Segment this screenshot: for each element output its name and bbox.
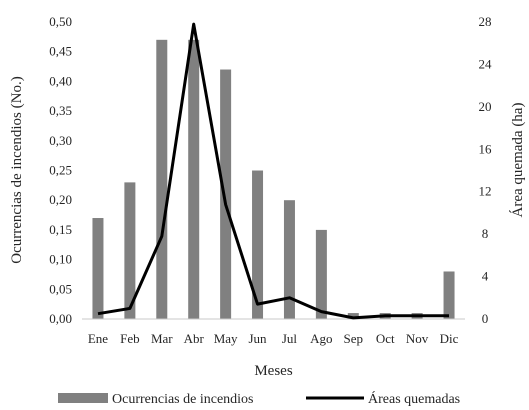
y2-axis-title: Área quemada (ha) xyxy=(509,103,526,218)
y-tick-label: 0,00 xyxy=(49,311,72,326)
left-axis-ticks: 0,00 0,05 0,10 0,15 0,20 0,25 0,30 0,35 0,40 0,45… xyxy=(49,14,72,326)
bar xyxy=(443,271,455,319)
y-tick-label: 0,30 xyxy=(49,133,72,148)
x-tick-label: Abr xyxy=(184,331,205,346)
bar xyxy=(315,229,327,319)
bar xyxy=(347,313,359,319)
bar xyxy=(92,218,104,319)
x-tick-label: Oct xyxy=(376,331,395,346)
y-axis-title: Ocurrencias de incendios (No.) xyxy=(9,76,25,263)
x-tick-label: Jul xyxy=(282,331,298,346)
legend-label-line: Áreas quemadas xyxy=(368,390,460,407)
x-tick-label: May xyxy=(214,331,238,346)
bar xyxy=(188,39,200,319)
x-tick-label: Jun xyxy=(249,331,268,346)
y-tick-label: 0,15 xyxy=(49,222,72,237)
y2-tick-label: 28 xyxy=(479,14,492,29)
bar xyxy=(220,69,232,320)
legend-label-bar: Ocurrencias de incendios xyxy=(112,392,254,407)
bar xyxy=(156,39,168,319)
x-tick-label: Mar xyxy=(151,331,173,346)
x-tick-label: Sep xyxy=(344,331,364,346)
y-tick-label: 0,35 xyxy=(49,103,72,118)
bar xyxy=(252,170,264,319)
x-tick-label: Dic xyxy=(440,331,459,346)
y-tick-label: 0,40 xyxy=(49,73,72,88)
x-tick-label: Nov xyxy=(406,331,429,346)
y2-tick-label: 8 xyxy=(482,226,489,241)
bar-series xyxy=(92,39,455,320)
y2-tick-label: 0 xyxy=(482,311,489,326)
line-series-areas xyxy=(97,22,449,320)
x-axis-ticks: Ene Feb Mar Abr May Jun Jul Ago Sep Oct Nov Dic xyxy=(88,331,459,346)
y-tick-label: 0,45 xyxy=(49,44,72,59)
y-tick-label: 0,20 xyxy=(49,192,72,207)
y2-tick-label: 16 xyxy=(479,141,493,156)
legend: Ocurrencias de incendios Áreas quemadas xyxy=(58,390,460,407)
y2-tick-label: 24 xyxy=(479,56,493,71)
right-axis-ticks: 0 4 8 12 16 20 24 28 xyxy=(479,14,493,326)
bar xyxy=(283,200,295,319)
x-tick-label: Feb xyxy=(120,331,140,346)
y2-tick-label: 4 xyxy=(482,269,489,284)
y-tick-label: 0,50 xyxy=(49,14,72,29)
y2-tick-label: 12 xyxy=(479,184,492,199)
y-tick-label: 0,25 xyxy=(49,163,72,178)
y2-tick-label: 20 xyxy=(479,99,492,114)
bar xyxy=(124,182,136,319)
legend-swatch-bar xyxy=(58,393,108,403)
x-axis-title: Meses xyxy=(254,363,292,379)
x-tick-label: Ago xyxy=(310,331,332,346)
y-tick-label: 0,05 xyxy=(49,281,72,296)
y-tick-label: 0,10 xyxy=(49,252,72,267)
x-tick-label: Ene xyxy=(88,331,108,346)
